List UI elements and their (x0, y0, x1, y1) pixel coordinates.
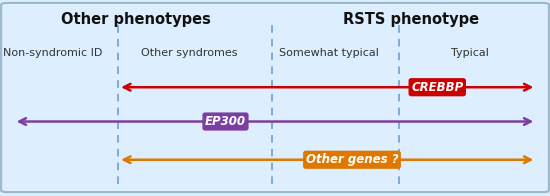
Text: Other phenotypes: Other phenotypes (61, 12, 211, 27)
Text: EP300: EP300 (205, 115, 246, 128)
Text: CREBBP: CREBBP (411, 81, 463, 94)
Text: Other genes ?: Other genes ? (306, 153, 398, 166)
Text: Typical: Typical (452, 48, 489, 58)
Text: Somewhat typical: Somewhat typical (279, 48, 379, 58)
Text: Non-syndromic ID: Non-syndromic ID (3, 48, 102, 58)
Text: Other syndromes: Other syndromes (141, 48, 238, 58)
Text: RSTS phenotype: RSTS phenotype (343, 12, 479, 27)
